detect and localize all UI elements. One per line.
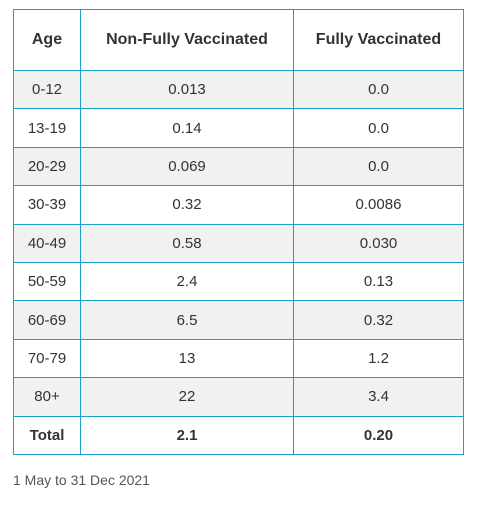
age-cell: 50-59 [13,261,81,302]
non-fully-vaccinated-cell: 13 [80,338,294,379]
fully-vaccinated-cell: 0.0086 [293,185,464,225]
table-total-row: Total 2.1 0.20 [13,415,464,455]
total-fully-vaccinated: 0.20 [293,415,464,455]
fully-vaccinated-cell: 0.0 [293,69,464,110]
total-non-fully-vaccinated: 2.1 [80,415,294,455]
age-cell: 40-49 [13,223,81,263]
fully-vaccinated-cell: 0.0 [293,146,464,187]
age-cell: 60-69 [13,300,81,340]
table-caption: 1 May to 31 Dec 2021 [13,472,150,488]
non-fully-vaccinated-cell: 6.5 [80,300,294,340]
table-row: 20-29 0.069 0.0 [13,146,464,187]
non-fully-vaccinated-cell: 0.14 [80,108,294,148]
fully-vaccinated-cell: 3.4 [293,377,464,417]
age-cell: 20-29 [13,146,81,187]
header-non-fully-vaccinated: Non-Fully Vaccinated [80,9,294,71]
table-row: 40-49 0.58 0.030 [13,223,464,263]
table-row: 30-39 0.32 0.0086 [13,185,464,225]
fully-vaccinated-cell: 1.2 [293,338,464,379]
data-table-container: Age Non-Fully Vaccinated Fully Vaccinate… [13,9,464,455]
age-cell: 80+ [13,377,81,417]
age-cell: 30-39 [13,185,81,225]
non-fully-vaccinated-cell: 0.013 [80,69,294,110]
fully-vaccinated-cell: 0.32 [293,300,464,340]
table-row: 80+ 22 3.4 [13,377,464,417]
non-fully-vaccinated-cell: 0.58 [80,223,294,263]
age-cell: 70-79 [13,338,81,379]
table-row: 70-79 13 1.2 [13,338,464,379]
fully-vaccinated-cell: 0.030 [293,223,464,263]
header-age: Age [13,9,81,71]
fully-vaccinated-cell: 0.13 [293,261,464,302]
table-row: 13-19 0.14 0.0 [13,108,464,148]
total-label: Total [13,415,81,455]
non-fully-vaccinated-cell: 0.069 [80,146,294,187]
non-fully-vaccinated-cell: 0.32 [80,185,294,225]
header-fully-vaccinated: Fully Vaccinated [293,9,464,71]
table-row: 0-12 0.013 0.0 [13,69,464,110]
table-row: 60-69 6.5 0.32 [13,300,464,340]
age-cell: 0-12 [13,69,81,110]
table-header-row: Age Non-Fully Vaccinated Fully Vaccinate… [13,9,464,71]
non-fully-vaccinated-cell: 2.4 [80,261,294,302]
vaccination-table: Age Non-Fully Vaccinated Fully Vaccinate… [13,9,464,455]
non-fully-vaccinated-cell: 22 [80,377,294,417]
age-cell: 13-19 [13,108,81,148]
table-row: 50-59 2.4 0.13 [13,261,464,302]
fully-vaccinated-cell: 0.0 [293,108,464,148]
